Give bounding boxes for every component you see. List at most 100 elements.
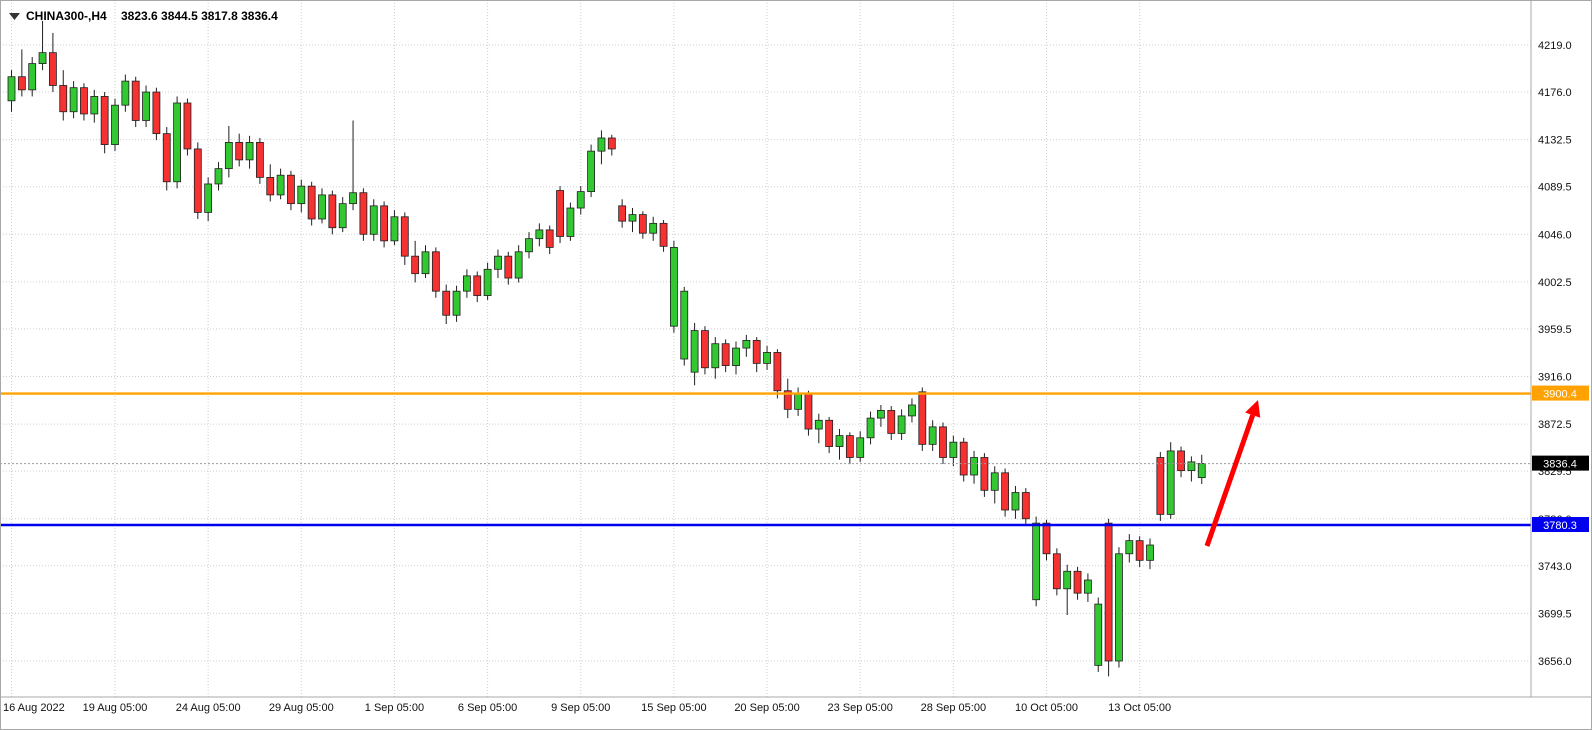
price-tick-label: 4176.0: [1538, 87, 1572, 99]
bullish-candle: [1187, 461, 1196, 472]
price-tick-label: 3916.0: [1538, 372, 1572, 384]
bullish-candle: [1011, 492, 1020, 511]
bearish-candle: [411, 255, 420, 275]
bullish-candle: [1084, 579, 1092, 594]
bearish-candle: [431, 251, 440, 292]
bullish-candle: [690, 330, 699, 373]
bearish-candle: [1135, 540, 1144, 561]
time-axis-label: 28 Sep 05:00: [921, 702, 986, 714]
support-price-label: 3780.3: [1543, 520, 1577, 532]
trend-arrow-head[interactable]: [1245, 400, 1261, 418]
bearish-candle: [618, 205, 627, 222]
bullish-candle: [680, 290, 689, 360]
bullish-candle: [794, 393, 802, 410]
bearish-candle: [959, 441, 968, 476]
time-axis-label: 9 Sep 05:00: [551, 702, 610, 714]
price-tick-label: 4219.0: [1538, 40, 1572, 52]
bullish-candle: [877, 410, 885, 419]
price-tick-label: 3959.5: [1538, 324, 1572, 336]
resistance-price-badge: [1532, 385, 1589, 401]
time-scale[interactable]: [0, 697, 1592, 730]
bearish-candle: [1052, 553, 1061, 590]
bullish-candle: [990, 472, 999, 491]
bullish-candle: [1094, 603, 1103, 666]
bearish-candle: [1021, 492, 1030, 520]
time-axis-label: 10 Oct 05:00: [1015, 702, 1078, 714]
bullish-candle: [297, 185, 306, 205]
ohlc-readout: 3823.6 3844.5 3817.8 3836.4: [121, 9, 278, 23]
trend-arrow-shaft[interactable]: [1204, 414, 1256, 547]
bullish-candle: [90, 96, 99, 115]
bullish-candle: [949, 441, 958, 458]
bullish-candle: [866, 417, 875, 439]
bullish-candle: [483, 268, 492, 296]
bullish-candle: [566, 207, 575, 237]
price-tick-label: 4132.5: [1538, 135, 1572, 147]
bearish-candle: [49, 52, 57, 86]
time-axis-label: 24 Aug 05:00: [176, 702, 241, 714]
annotation-layer: [1204, 400, 1261, 547]
bullish-candle: [204, 183, 213, 213]
bearish-candle: [17, 76, 26, 91]
price-tick-label: 3656.0: [1538, 656, 1572, 668]
bullish-candle: [535, 229, 544, 240]
bullish-candle: [349, 192, 357, 205]
bullish-candle: [732, 347, 740, 366]
bullish-candle: [1125, 540, 1134, 555]
current-price-badge: [1532, 455, 1589, 471]
bullish-candle: [452, 290, 461, 316]
bearish-candle: [825, 419, 834, 447]
bullish-candle: [338, 203, 347, 229]
bearish-candle: [473, 275, 482, 296]
bearish-candle: [380, 205, 389, 242]
symbol-title: CHINA300-,H4: [26, 9, 107, 23]
bullish-candle: [173, 102, 182, 183]
price-scale[interactable]: [1531, 0, 1592, 697]
time-axis-label: 15 Sep 05:00: [641, 702, 706, 714]
bullish-candle: [928, 426, 937, 445]
bearish-candle: [80, 87, 88, 115]
price-tick-label: 3872.5: [1538, 419, 1572, 431]
bullish-candle: [897, 415, 906, 434]
bearish-candle: [783, 390, 792, 410]
bullish-candle: [214, 168, 223, 185]
axes-layer: 4219.0 4176.0 4132.5 4089.5 4046.0 4002.5 3959…: [3, 40, 1589, 714]
bullish-candle: [38, 52, 47, 65]
bullish-candle: [856, 437, 865, 458]
bullish-candle: [245, 141, 254, 161]
bearish-candle: [1001, 472, 1009, 511]
bearish-candle: [556, 190, 564, 237]
bullish-candle: [514, 251, 523, 279]
support-price-badge: [1532, 516, 1589, 532]
bullish-candle: [597, 137, 606, 152]
symbol-dropdown-icon[interactable]: [9, 13, 20, 20]
bullish-candle: [494, 255, 502, 270]
time-axis-label: 1 Sep 05:00: [365, 702, 424, 714]
price-tick-label: 4089.5: [1538, 182, 1572, 194]
bearish-candle: [545, 229, 554, 248]
bearish-candle: [638, 214, 647, 234]
bearish-candle: [701, 330, 709, 369]
bullish-candle: [814, 419, 823, 430]
bearish-candle: [752, 340, 761, 364]
bearish-candle: [266, 176, 275, 196]
bearish-candle: [939, 426, 947, 458]
bearish-candle: [400, 216, 409, 257]
bullish-candle: [111, 104, 119, 145]
bullish-candle: [576, 191, 585, 209]
bearish-candle: [183, 102, 192, 150]
bullish-candle: [1166, 450, 1175, 515]
bullish-candle: [742, 340, 751, 349]
bearish-candle: [887, 410, 896, 434]
current-price-label: 3836.4: [1543, 459, 1577, 471]
bearish-candle: [442, 290, 451, 316]
bearish-candle: [1177, 450, 1185, 472]
bullish-candle: [670, 247, 678, 327]
bearish-candle: [328, 194, 337, 229]
bearish-candle: [504, 255, 513, 279]
bearish-candle: [287, 174, 295, 205]
bearish-candle: [152, 91, 161, 135]
bullish-candle: [1063, 570, 1072, 590]
